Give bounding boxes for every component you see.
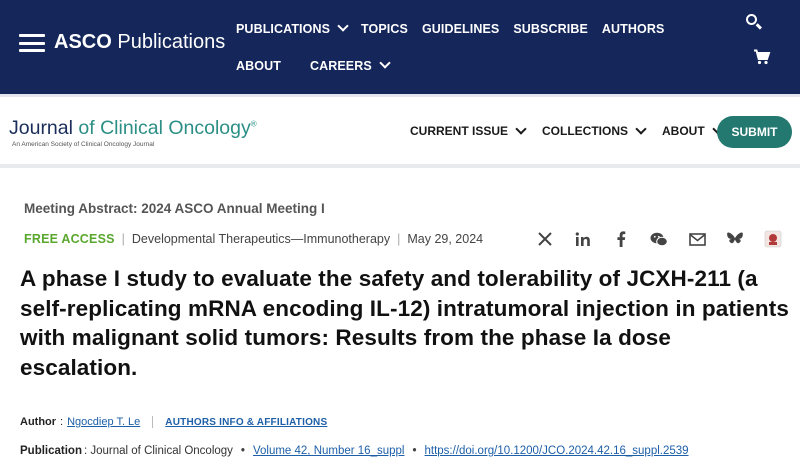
bullet: •	[412, 445, 417, 457]
chevron-down-icon	[635, 122, 647, 135]
trademark-mark: ®	[250, 119, 257, 129]
nav-label: CURRENT ISSUE	[410, 124, 509, 138]
mendeley-icon[interactable]	[764, 230, 782, 248]
linkedin-icon[interactable]	[574, 230, 592, 248]
author-line: Author: Ngocdiep T. Le AUTHORS INFO & AF…	[20, 416, 327, 428]
article-meta: FREE ACCESS | Developmental Therapeutics…	[24, 232, 483, 246]
cart-icon[interactable]	[753, 49, 771, 65]
meeting-abstract-label: Meeting Abstract: 2024 ASCO Annual Meeti…	[24, 201, 325, 216]
article-title: A phase I study to evaluate the safety a…	[20, 266, 789, 380]
volume-link[interactable]: Volume 42, Number 16_suppl	[252, 445, 405, 457]
publication-journal: : Journal of Clinical Oncology	[83, 445, 233, 457]
author-link[interactable]: Ngocdiep T. Le	[67, 416, 141, 428]
authors-affiliations-link[interactable]: AUTHORS INFO & AFFILIATIONS	[165, 416, 328, 428]
nav-current-issue[interactable]: CURRENT ISSUE	[410, 122, 527, 138]
divider	[152, 416, 154, 428]
journal-name: Journal of Clinical Oncology®	[9, 117, 257, 140]
nav-collections[interactable]: COLLECTIONS	[542, 122, 647, 138]
jco-logo[interactable]: Journal of Clinical Oncology® An America…	[9, 117, 257, 148]
brand-rest: Publications	[111, 31, 226, 53]
nav-label: ABOUT	[662, 124, 705, 138]
nav-topics[interactable]: TOPICS	[361, 20, 408, 37]
free-access-badge: FREE ACCESS	[24, 232, 115, 246]
nav-label: SUBSCRIBE	[513, 21, 588, 36]
separator: |	[121, 232, 125, 246]
journal-name-rest: Clinical Oncology	[100, 117, 251, 139]
chevron-down-icon	[337, 20, 349, 32]
top-nav: PUBLICATIONS TOPICS GUIDELINES SUBSCRIBE…	[236, 20, 696, 74]
nav-label: GUIDELINES	[421, 21, 500, 36]
separator: |	[397, 232, 401, 246]
nav-label: COLLECTIONS	[542, 124, 629, 138]
journal-nav: CURRENT ISSUE COLLECTIONS ABOUT	[410, 122, 739, 138]
nav-label: CAREERS	[309, 58, 372, 73]
nav-publications[interactable]: PUBLICATIONS	[236, 20, 349, 37]
asco-publications-logo[interactable]: ASCO Publications	[54, 31, 225, 54]
bullet: •	[240, 445, 245, 457]
site-header: ASCO Publications PUBLICATIONS TOPICS GU…	[0, 0, 800, 94]
subject-link[interactable]: Developmental Therapeutics—Immunotherapy	[131, 232, 391, 246]
chevron-down-icon	[379, 57, 391, 69]
share-bar	[536, 230, 782, 248]
nav-careers[interactable]: CAREERS	[309, 57, 391, 74]
menu-icon[interactable]	[19, 34, 45, 52]
author-label: Author	[20, 416, 57, 428]
publication-line: Publication : Journal of Clinical Oncolo…	[20, 445, 689, 457]
submit-button[interactable]: SUBMIT	[717, 116, 792, 148]
nav-label: AUTHORS	[601, 21, 665, 36]
wechat-icon[interactable]	[650, 230, 668, 248]
journal-header: Journal of Clinical Oncology® An America…	[0, 94, 800, 168]
nav-label: PUBLICATIONS	[236, 21, 331, 36]
journal-name-journal: Journal	[9, 117, 73, 139]
chevron-down-icon	[515, 122, 527, 135]
email-icon[interactable]	[688, 230, 706, 248]
colon: :	[60, 416, 64, 428]
brand-bold: ASCO	[54, 31, 112, 53]
nav-about[interactable]: ABOUT	[236, 57, 281, 74]
nav-label: TOPICS	[361, 21, 408, 36]
nav-authors[interactable]: AUTHORS	[602, 20, 665, 37]
doi-link[interactable]: https://doi.org/10.1200/JCO.2024.42.16_s…	[424, 445, 689, 457]
nav-guidelines[interactable]: GUIDELINES	[422, 20, 499, 37]
x-icon[interactable]	[536, 230, 554, 248]
publish-date: May 29, 2024	[407, 232, 484, 246]
journal-name-of: of	[72, 117, 101, 139]
publication-label: Publication	[20, 445, 82, 457]
nav-label: ABOUT	[236, 58, 281, 73]
nav-subscribe[interactable]: SUBSCRIBE	[513, 20, 588, 37]
facebook-icon[interactable]	[612, 230, 630, 248]
nav-journal-about[interactable]: ABOUT	[662, 122, 724, 138]
journal-subtitle: An American Society of Clinical Oncology…	[12, 141, 155, 148]
header-icons	[744, 12, 771, 65]
bluesky-icon[interactable]	[726, 230, 744, 248]
search-icon[interactable]	[744, 12, 764, 32]
